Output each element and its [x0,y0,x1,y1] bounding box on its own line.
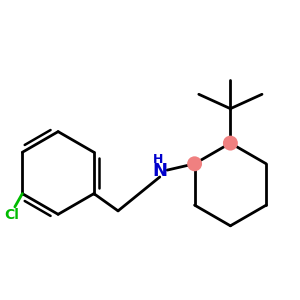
Circle shape [223,136,238,151]
Text: Cl: Cl [4,208,20,223]
Text: H: H [153,153,163,166]
Text: N: N [152,162,167,180]
Circle shape [187,156,202,171]
